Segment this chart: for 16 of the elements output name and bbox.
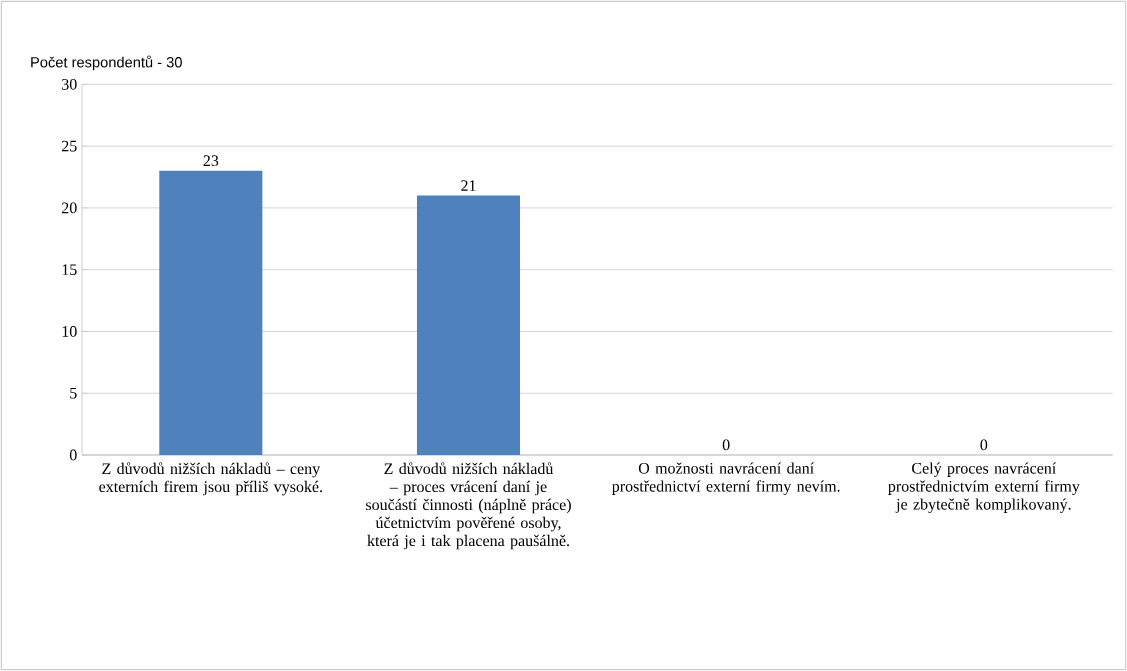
y-tick-label: 25	[62, 140, 77, 152]
y-tick-label: 20	[62, 202, 77, 214]
y-tick-label: 30	[62, 78, 77, 90]
data-label: 0	[980, 439, 988, 451]
y-tick-label: 10	[62, 326, 77, 337]
y-tick-label: 0	[69, 449, 77, 461]
x-tick-label: Z důvodů nižších nákladů – ceny externích firem jsou příliš vysoké.	[99, 462, 322, 496]
y-tick-label: 5	[70, 387, 77, 399]
data-label: 0	[722, 439, 730, 451]
x-tick-label: Z důvodů nižších nákladů – proces vrácení daní je součástí činnosti (náplně práce) účetnictvím pověřené osoby, která je i tak placena paušálně.	[366, 462, 571, 550]
x-tick-label: Celý proces navrácení prostřednictvím externí firmy je zbytečně komplikovaný.	[888, 462, 1080, 513]
data-label: 23	[203, 155, 219, 167]
y-tick-label: 15	[62, 264, 77, 276]
data-label: 21	[461, 180, 476, 191]
x-tick-label: O možnosti navrácení daní prostřednictví externí firmy nevím.	[612, 462, 840, 495]
y-axis-title: Počet respondentů - 30	[31, 55, 182, 71]
